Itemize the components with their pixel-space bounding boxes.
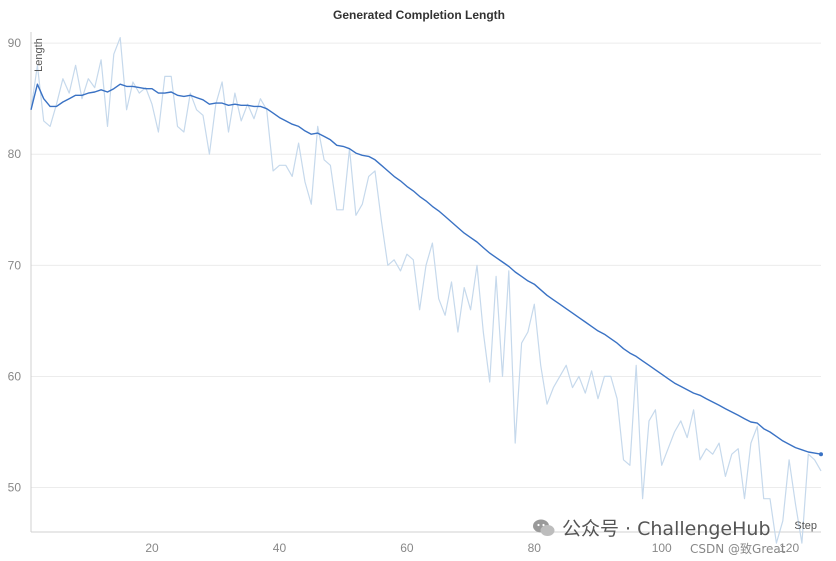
axes: 50 60 70 80 90 20 40 60 80 100 120 [8, 32, 821, 555]
smoothed-series [30, 83, 823, 457]
watermark-author: CSDN @致Great [690, 542, 786, 556]
wechat-icon [533, 519, 555, 536]
smoothed-data-point [819, 452, 823, 457]
y-tick-label: 90 [8, 36, 22, 50]
watermark-channel-text: 公众号 · ChallengeHub [562, 518, 771, 540]
watermark-channel: 公众号 · ChallengeHub [532, 514, 771, 541]
y-tick-label: 60 [8, 369, 22, 383]
x-tick-label: 120 [779, 541, 799, 555]
x-tick-label: 60 [400, 541, 414, 555]
y-axis-label: Length [33, 38, 45, 72]
x-tick-label: 40 [273, 541, 287, 555]
raw-series [30, 36, 822, 544]
y-tick-label: 70 [8, 258, 22, 272]
x-tick-label: 80 [528, 541, 542, 555]
x-axis-label: Step [794, 520, 817, 532]
x-tick-label: 100 [652, 541, 672, 555]
y-tick-label: 80 [8, 147, 22, 161]
chart-title: Generated Completion Length [333, 8, 505, 22]
raw-series-line [30, 36, 822, 544]
x-tick-label: 20 [145, 541, 159, 555]
y-tick-label: 50 [8, 481, 22, 495]
